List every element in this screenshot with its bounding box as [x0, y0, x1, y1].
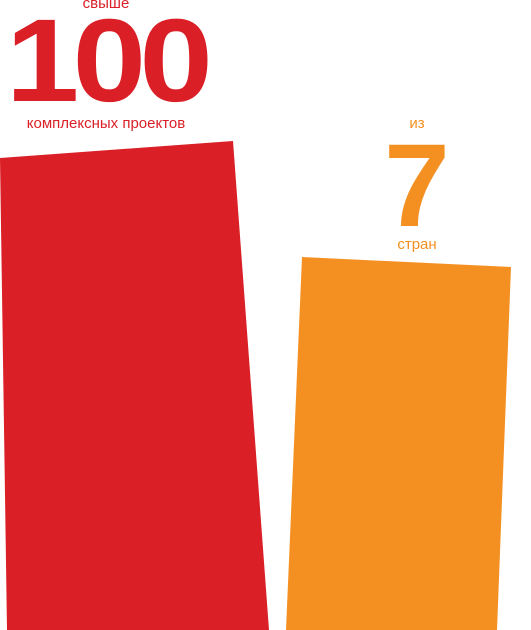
stat-projects-caption: комплексных проектов — [0, 116, 212, 131]
stat-projects-number: 100 — [0, 2, 225, 120]
stat-countries-number: 7 — [367, 127, 467, 245]
stat-countries-caption: стран — [367, 237, 467, 252]
stat-block-projects — [0, 141, 269, 630]
stat-block-countries — [286, 257, 511, 630]
